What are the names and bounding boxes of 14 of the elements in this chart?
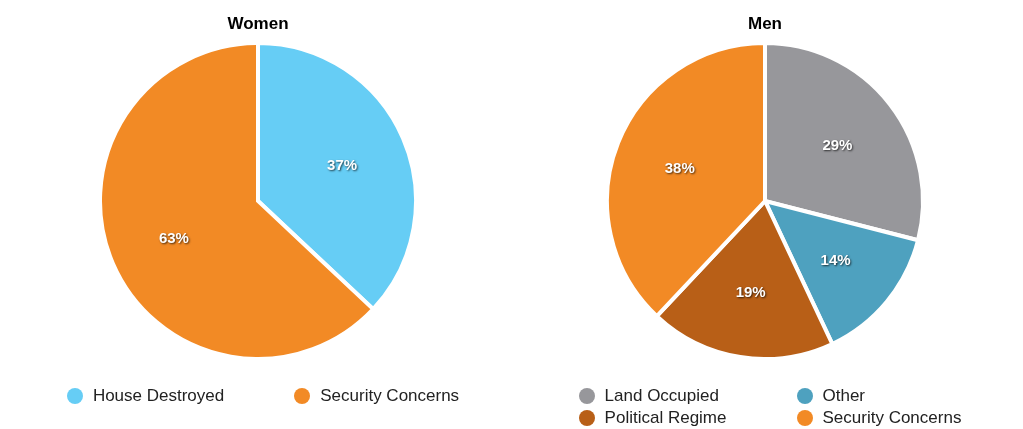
legend-label: Security Concerns [320,386,460,406]
data-label: 63% [158,228,189,246]
data-label: 14% [820,250,851,268]
legend-label: Security Concerns [822,408,962,428]
chart-title: Women [227,14,289,35]
data-label: 37% [327,156,358,174]
legend-label: Other [822,386,866,406]
data-label: 29% [822,136,853,154]
chart-title: Men [748,14,782,35]
data-label: 19% [735,283,766,301]
legend-label: Land Occupied [604,386,719,406]
data-label: 38% [664,158,695,176]
legend-label: Political Regime [604,408,727,428]
legend-label: House Destroyed [92,386,225,406]
